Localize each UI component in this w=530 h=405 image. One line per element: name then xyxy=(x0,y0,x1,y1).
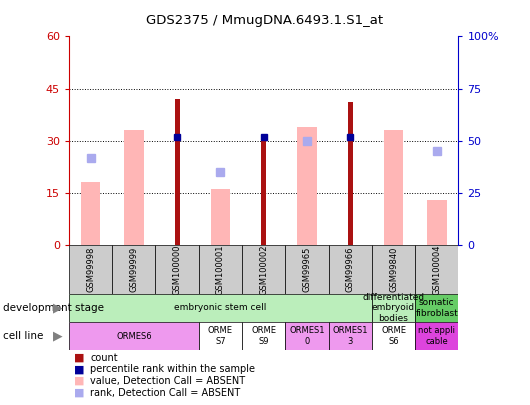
Bar xyxy=(372,322,415,350)
Bar xyxy=(155,245,199,294)
Bar xyxy=(242,322,285,350)
Bar xyxy=(69,245,112,294)
Bar xyxy=(210,190,230,245)
Text: ■: ■ xyxy=(74,388,85,398)
Bar xyxy=(427,200,447,245)
Bar xyxy=(199,245,242,294)
Text: ORMES1
3: ORMES1 3 xyxy=(332,326,368,346)
Text: ▶: ▶ xyxy=(53,330,63,343)
Bar xyxy=(348,102,353,245)
Text: ▶: ▶ xyxy=(53,301,63,314)
Bar xyxy=(69,322,199,350)
Bar xyxy=(329,322,372,350)
Text: GSM99965: GSM99965 xyxy=(303,247,312,292)
Text: ■: ■ xyxy=(74,376,85,386)
Bar xyxy=(199,322,242,350)
Bar xyxy=(329,245,372,294)
Text: GDS2375 / MmugDNA.6493.1.S1_at: GDS2375 / MmugDNA.6493.1.S1_at xyxy=(146,14,384,27)
Text: embryonic stem cell: embryonic stem cell xyxy=(174,303,267,312)
Bar xyxy=(285,245,329,294)
Bar xyxy=(285,322,329,350)
Text: ORMES6: ORMES6 xyxy=(116,332,152,341)
Text: ■: ■ xyxy=(74,364,85,374)
Text: ORME
S6: ORME S6 xyxy=(381,326,406,346)
Text: count: count xyxy=(90,353,118,362)
Bar xyxy=(112,245,155,294)
Text: value, Detection Call = ABSENT: value, Detection Call = ABSENT xyxy=(90,376,245,386)
Bar xyxy=(415,294,458,322)
Text: cell line: cell line xyxy=(3,331,43,341)
Text: GSM100004: GSM100004 xyxy=(432,244,441,294)
Text: GSM100002: GSM100002 xyxy=(259,244,268,294)
Bar xyxy=(174,99,180,245)
Text: development stage: development stage xyxy=(3,303,104,313)
Text: differentiated
embryoid
bodies: differentiated embryoid bodies xyxy=(363,293,425,323)
Bar xyxy=(372,245,415,294)
Bar xyxy=(81,182,100,245)
Text: GSM99999: GSM99999 xyxy=(129,247,138,292)
Bar xyxy=(242,245,285,294)
Text: GSM99966: GSM99966 xyxy=(346,247,355,292)
Text: rank, Detection Call = ABSENT: rank, Detection Call = ABSENT xyxy=(90,388,240,398)
Text: somatic
fibroblast: somatic fibroblast xyxy=(416,298,458,318)
Text: ORME
S9: ORME S9 xyxy=(251,326,276,346)
Text: ■: ■ xyxy=(74,353,85,362)
Bar xyxy=(372,294,415,322)
Text: GSM100001: GSM100001 xyxy=(216,244,225,294)
Text: ORMES1
0: ORMES1 0 xyxy=(289,326,325,346)
Bar xyxy=(261,137,266,245)
Text: percentile rank within the sample: percentile rank within the sample xyxy=(90,364,255,374)
Bar xyxy=(415,245,458,294)
Bar xyxy=(384,130,403,245)
Text: GSM99998: GSM99998 xyxy=(86,247,95,292)
Text: not appli
cable: not appli cable xyxy=(418,326,455,346)
Text: GSM99840: GSM99840 xyxy=(389,247,398,292)
Text: ORME
S7: ORME S7 xyxy=(208,326,233,346)
Text: GSM100000: GSM100000 xyxy=(173,244,182,294)
Bar xyxy=(69,294,372,322)
Bar xyxy=(297,127,317,245)
Bar xyxy=(415,322,458,350)
Bar xyxy=(124,130,144,245)
